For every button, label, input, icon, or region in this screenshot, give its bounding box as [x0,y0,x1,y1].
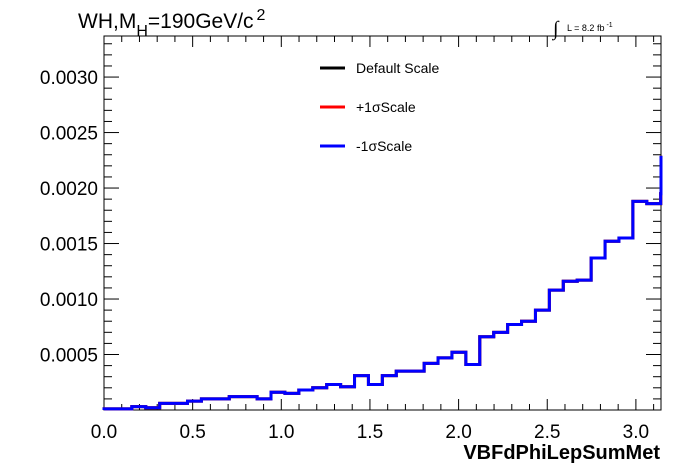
y-tick-label: 0.0010 [40,290,98,311]
y-tick-label: 0.0020 [40,179,98,200]
chart-title: WH,MH=190GeV/c 2 [78,7,266,40]
y-tick-label: 0.0025 [40,124,98,145]
y-tick-label: 0.0015 [40,235,98,256]
lumi-integral-sign: ∫ [551,18,560,41]
legend-label: -1σScale [356,138,412,154]
x-tick-label: 1.5 [357,422,383,443]
title-main: WH,M [78,10,136,33]
y-tick-label: 0.0030 [40,68,98,89]
x-tick-label: 1.0 [268,422,294,443]
histogram-line-3 [102,155,663,411]
y-axis-ticks: 0.0005 0.0010 0.0015 0.0020 0.0025 0.0030 [40,43,661,400]
lumi-label: L = 8.2 fb -1 [567,22,613,33]
x-tick-label: 2.0 [445,422,471,443]
x-tick-label: 0.5 [179,422,205,443]
legend-label: Default Scale [356,60,439,76]
histogram-series [102,155,663,411]
plot-frame [103,35,662,411]
x-tick-label: 0.0 [91,422,117,443]
y-tick-label: 0.0005 [40,346,98,367]
title-rest: =190GeV/c [148,10,254,33]
x-tick-label: 2.5 [534,422,560,443]
legend: Default Scale +1σScale -1σScale [320,60,439,154]
x-tick-label: 3.0 [623,422,649,443]
x-axis-ticks: 0.0 0.5 1.0 1.5 2.0 2.5 3.0 [91,36,655,443]
x-axis-title: VBFdPhiLepSumMet [463,442,660,464]
title-superscript: 2 [257,7,266,24]
legend-label: +1σScale [356,99,416,115]
title-subscript: H [136,23,148,40]
